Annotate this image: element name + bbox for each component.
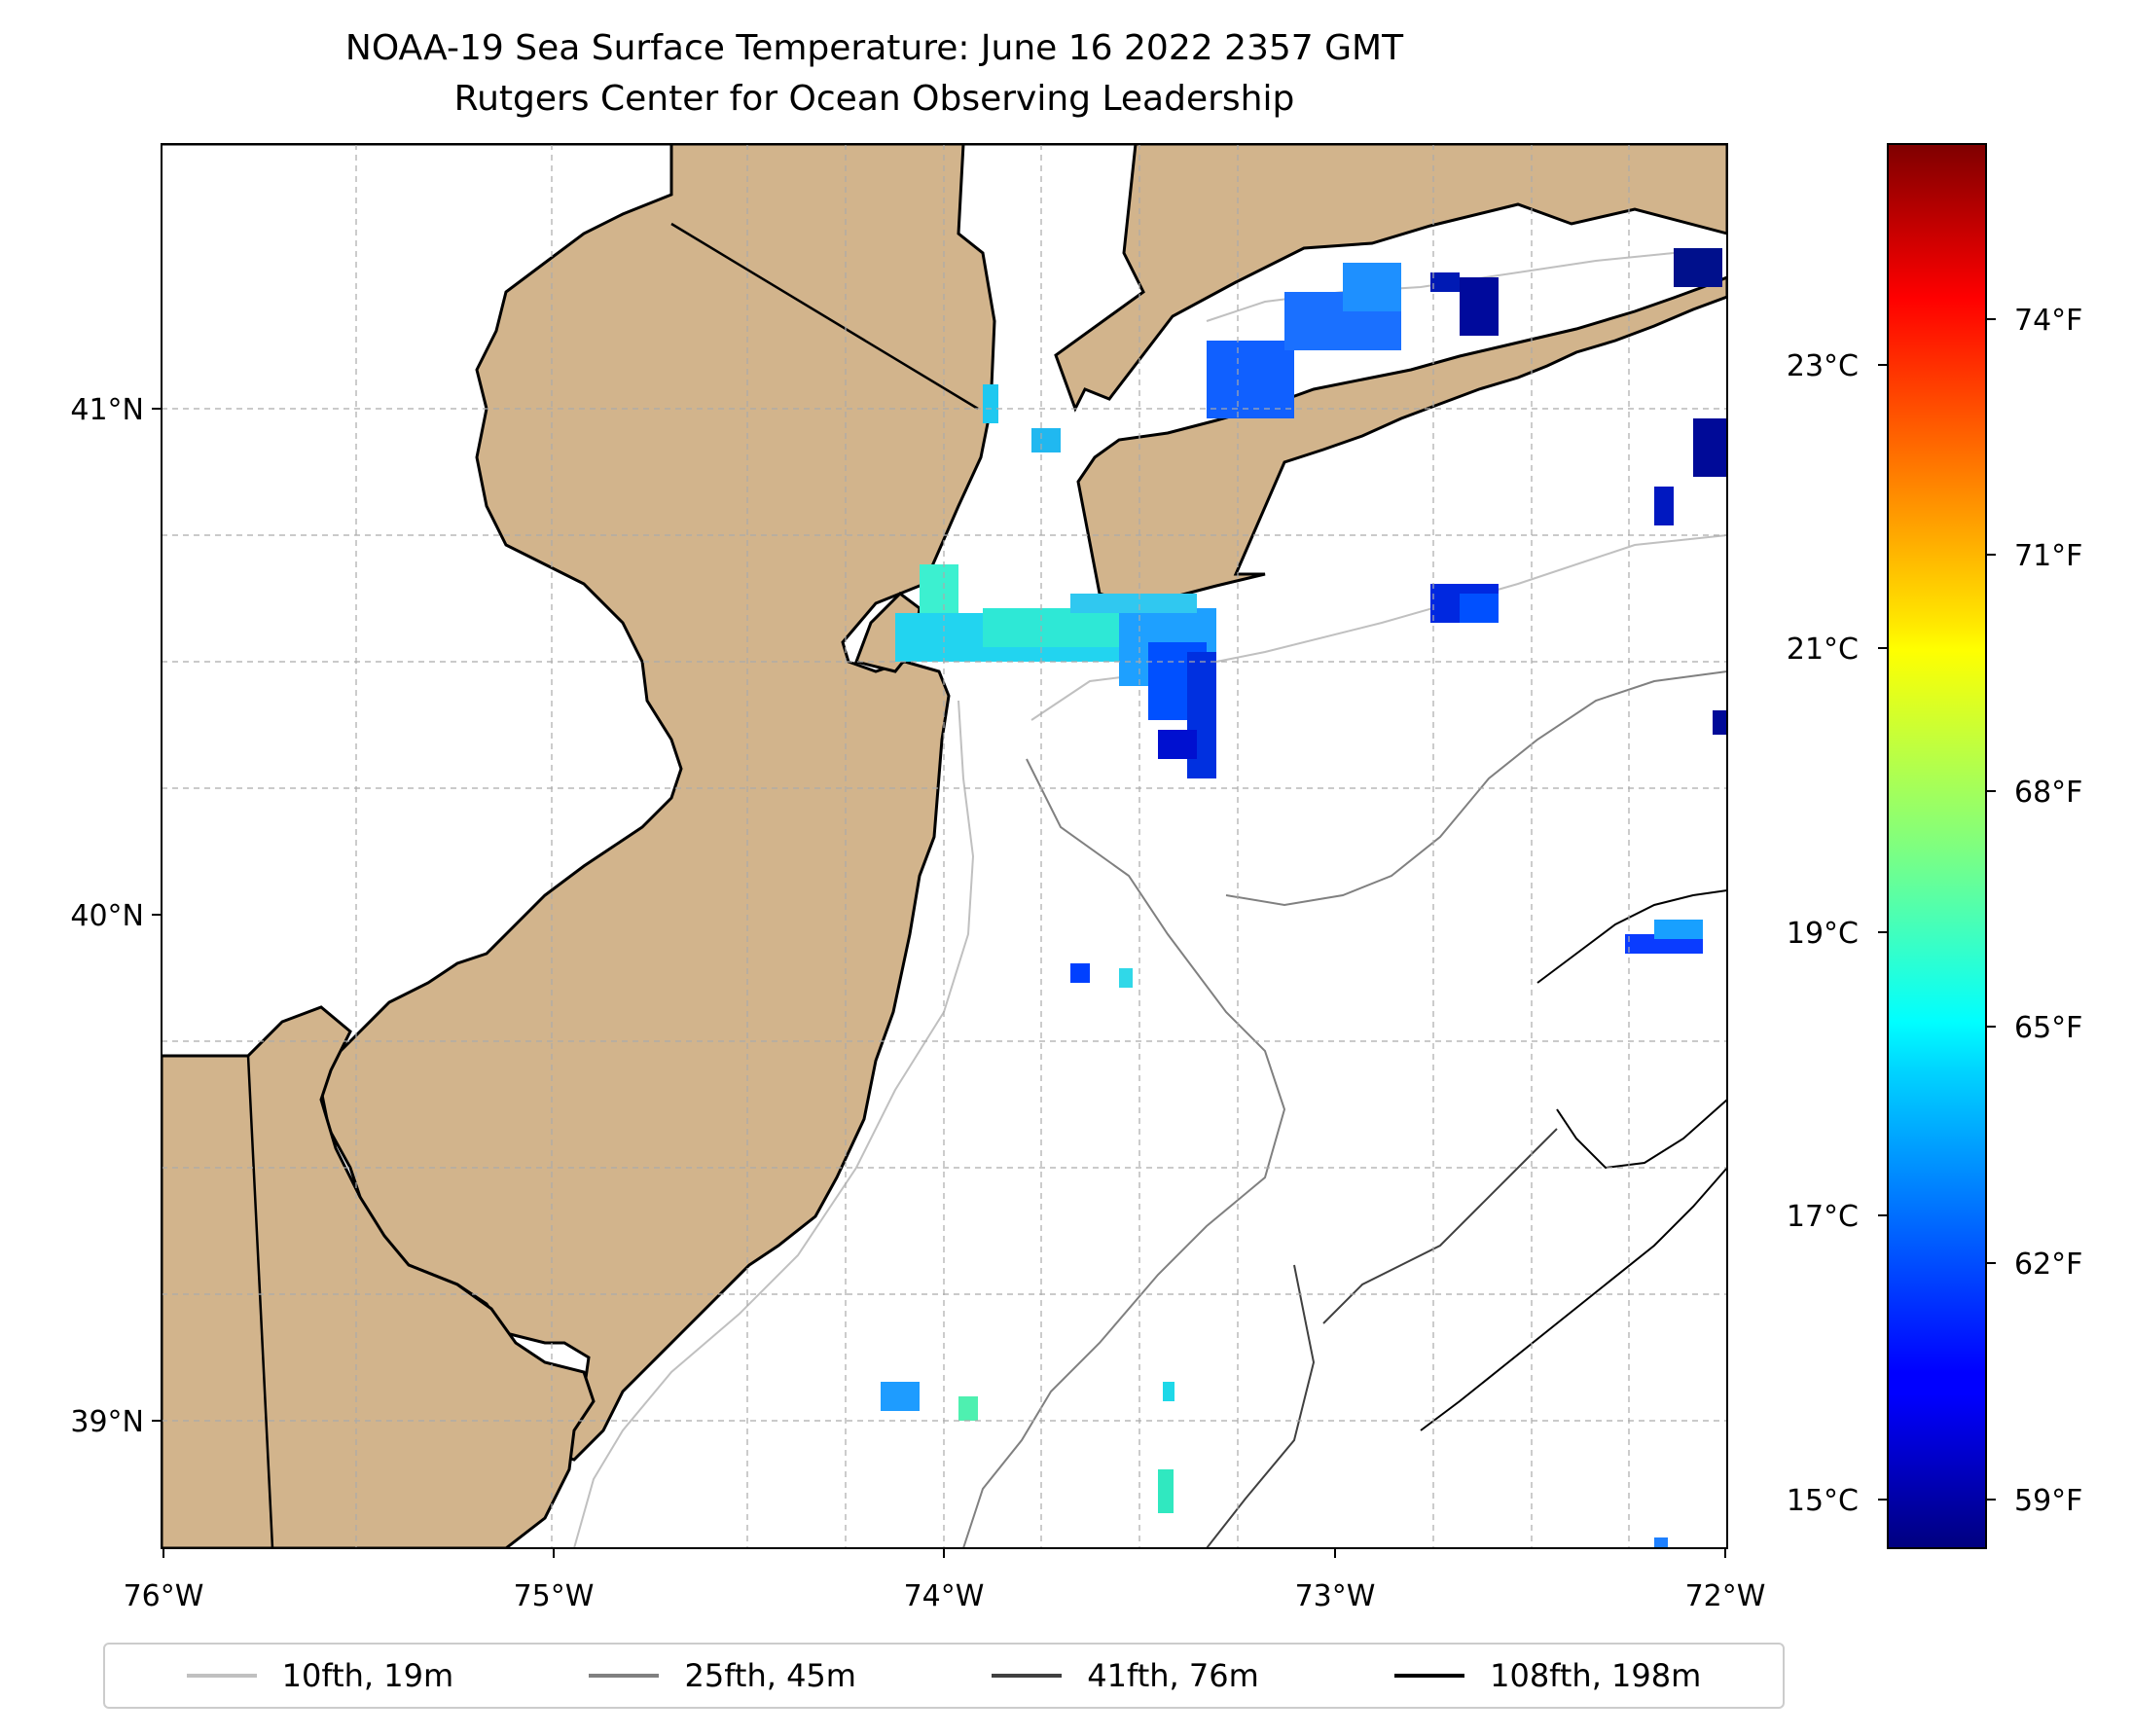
map-tick-marks <box>152 408 1726 1558</box>
fahrenheit-label-74: 74°F <box>2014 304 2082 338</box>
lat-axis-labels: 41°N 40°N 39°N <box>70 393 144 1439</box>
legend-line-10fth <box>186 1674 257 1678</box>
legend-line-25fth <box>589 1674 660 1678</box>
fahrenheit-label-62: 62°F <box>2014 1248 2082 1282</box>
legend-item-25fth: 25fth, 45m <box>589 1657 856 1694</box>
lon-axis-labels: 76°W 75°W 74°W 73°W 72°W <box>124 1579 1766 1613</box>
lon-label-74w: 74°W <box>904 1579 985 1613</box>
legend-label-10fth: 10fth, 19m <box>281 1657 454 1694</box>
legend-item-41fth: 41fth, 76m <box>992 1657 1259 1694</box>
celsius-label-21: 21°C <box>1787 633 1859 667</box>
fahrenheit-label-68: 68°F <box>2014 776 2082 810</box>
map-gridlines <box>162 144 1727 1548</box>
legend-item-108fth: 108fth, 198m <box>1394 1657 1701 1694</box>
contour-legend: 10fth, 19m 25fth, 45m 41fth, 76m 108fth,… <box>103 1643 1785 1709</box>
bathymetry-contours <box>573 252 1727 1548</box>
legend-line-108fth <box>1394 1674 1465 1678</box>
legend-item-10fth: 10fth, 19m <box>186 1657 454 1694</box>
state-border <box>162 1054 274 1548</box>
delaware-land <box>162 1005 596 1548</box>
celsius-label-17: 17°C <box>1787 1200 1859 1234</box>
celsius-label-15: 15°C <box>1787 1484 1859 1518</box>
celsius-label-23: 23°C <box>1787 349 1859 383</box>
fahrenheit-label-71: 71°F <box>2014 539 2082 573</box>
lon-label-75w: 75°W <box>514 1579 595 1613</box>
legend-label-41fth: 41fth, 76m <box>1087 1657 1259 1694</box>
map-title-line2: Rutgers Center for Ocean Observing Leade… <box>453 79 1295 119</box>
lat-label-39n: 39°N <box>70 1405 144 1439</box>
celsius-labels: 23°C 21°C 19°C 17°C 15°C <box>1787 349 1859 1518</box>
long-island-land <box>1076 275 1727 605</box>
legend-line-41fth <box>992 1674 1063 1678</box>
legend-label-108fth: 108fth, 198m <box>1490 1657 1702 1694</box>
map-panel <box>162 144 1727 1548</box>
map-title-line1: NOAA-19 Sea Surface Temperature: June 16… <box>344 28 1404 68</box>
fahrenheit-label-65: 65°F <box>2014 1011 2082 1045</box>
mainland-land <box>162 144 1727 413</box>
colorbar-ticks <box>1878 318 1996 1501</box>
lon-label-72w: 72°W <box>1685 1579 1766 1613</box>
fahrenheit-labels: 74°F 71°F 68°F 65°F 62°F 59°F <box>2014 304 2082 1518</box>
lon-label-73w: 73°W <box>1295 1579 1376 1613</box>
colorbar <box>1887 143 1987 1549</box>
lon-label-76w: 76°W <box>124 1579 204 1613</box>
state-border <box>670 222 979 411</box>
celsius-label-19: 19°C <box>1787 917 1859 951</box>
sst-data <box>881 248 1727 1548</box>
legend-label-25fth: 25fth, 45m <box>684 1657 856 1694</box>
lat-label-41n: 41°N <box>70 393 144 427</box>
lat-label-40n: 40°N <box>70 899 144 933</box>
fahrenheit-label-59: 59°F <box>2014 1484 2082 1518</box>
